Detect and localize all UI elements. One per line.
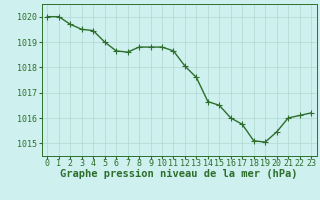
X-axis label: Graphe pression niveau de la mer (hPa): Graphe pression niveau de la mer (hPa) (60, 169, 298, 179)
